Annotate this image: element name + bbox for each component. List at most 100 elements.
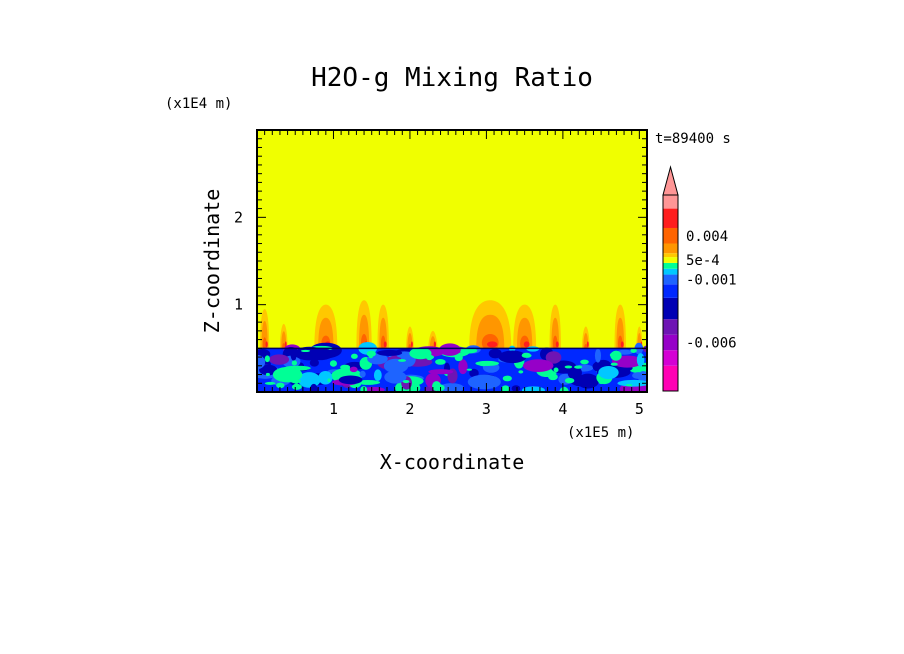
x-tick-label: 2: [405, 400, 414, 418]
plume-peak: [486, 341, 498, 348]
colorbar-swatch: [663, 243, 678, 254]
surface-cell: [564, 377, 575, 384]
x-scale-label: (x1E5 m): [567, 425, 634, 441]
surface-cell: [287, 372, 297, 378]
surface-cell: [454, 354, 463, 362]
surface-cell: [264, 381, 276, 385]
colorbar-swatch: [663, 274, 678, 285]
surface-cell: [521, 352, 531, 358]
colorbar-swatch: [663, 253, 678, 258]
surface-cell: [435, 359, 446, 365]
colorbar-swatch: [663, 257, 678, 263]
axis-ticks: 1 2 3 4 5 1 2: [234, 130, 647, 418]
surface-cell: [609, 352, 619, 358]
surface-cell: [373, 369, 382, 381]
surface-cell: [265, 372, 270, 377]
surface-cell: [376, 349, 403, 356]
colorbar: -0.006 -0.001 5e-4 0.004: [662, 165, 737, 392]
surface-cell: [625, 384, 633, 387]
surface-cell: [636, 353, 645, 367]
surface-cell: [269, 354, 290, 365]
y-scale-label: (x1E4 m): [165, 96, 232, 112]
surface-cell: [553, 367, 559, 373]
surface-cell: [338, 375, 363, 385]
colorbar-swatch: [663, 350, 678, 366]
surface-cell: [478, 361, 489, 367]
surface-cell: [521, 386, 546, 392]
colorbar-label: 5e-4: [686, 253, 720, 269]
plume-peak: [586, 341, 589, 348]
plume-peak: [433, 341, 437, 348]
y-tick-label: 1: [234, 296, 243, 314]
surface-cell: [398, 359, 407, 362]
colorbar-swatch: [663, 195, 678, 209]
plume-core: [617, 335, 623, 352]
surface-cell: [596, 359, 610, 367]
surface-cell: [366, 350, 376, 357]
surface-cell: [598, 365, 619, 380]
plume-peak: [383, 341, 387, 348]
surface-cell: [511, 385, 521, 392]
surface-cell: [290, 379, 301, 384]
colorbar-swatch: [663, 262, 678, 269]
surface-cell: [545, 351, 562, 364]
plume-core: [380, 335, 386, 352]
surface-cell: [309, 358, 319, 367]
surface-cell: [402, 379, 410, 384]
surface-cell: [384, 370, 407, 384]
plume-peak: [410, 341, 413, 348]
surface-cell: [467, 374, 501, 390]
colorbar-swatch: [663, 319, 678, 335]
surface-cell: [439, 343, 461, 356]
x-tick-label: 3: [482, 400, 491, 418]
surface-cell: [276, 382, 285, 389]
surface-cell: [300, 349, 311, 352]
time-label: t=89400 s: [655, 131, 731, 147]
surface-cell: [359, 370, 366, 378]
colorbar-swatch: [663, 208, 678, 228]
surface-cell: [559, 386, 569, 392]
plume-peak: [523, 341, 530, 348]
surface-cell: [580, 359, 589, 365]
x-axis-label: X-coordinate: [380, 450, 525, 474]
surface-cell: [327, 378, 331, 383]
surface-cell: [498, 350, 527, 364]
colorbar-label: -0.001: [686, 272, 737, 288]
plume-peak: [555, 341, 559, 348]
surface-cell: [570, 375, 596, 387]
surface-cell: [610, 362, 618, 366]
x-tick-label: 5: [635, 400, 644, 418]
colorbar-swatch: [663, 268, 678, 275]
colorbar-frame: [662, 194, 679, 392]
surface-cell: [458, 347, 478, 354]
surface-cell: [439, 383, 465, 392]
surface-cell: [594, 348, 602, 363]
plot-area: [257, 130, 647, 392]
surface-cell: [501, 385, 510, 392]
y-tick-label: 2: [234, 208, 243, 226]
colorbar-label: -0.006: [686, 335, 737, 351]
colorbar-extend-arrow: [662, 165, 679, 196]
plume-peak: [265, 341, 268, 348]
colorbar-swatch: [663, 284, 678, 298]
x-tick-label: 1: [329, 400, 338, 418]
plume-peak: [284, 341, 287, 348]
surface-cell: [518, 370, 524, 374]
colorbar-swatch: [663, 227, 678, 244]
surface-cell: [264, 355, 270, 363]
x-tick-label: 4: [558, 400, 567, 418]
surface-cell: [259, 364, 278, 376]
surface-cell: [298, 372, 321, 388]
surface-cell: [349, 366, 358, 373]
colorbar-swatch: [663, 334, 678, 351]
surface-cell: [383, 358, 409, 374]
surface-cell: [409, 347, 432, 360]
surface-cell: [632, 372, 646, 379]
surface-cell: [291, 383, 302, 390]
chart-title: H2O-g Mixing Ratio: [311, 63, 593, 93]
surface-cell: [466, 368, 472, 371]
surface-cell: [428, 369, 454, 375]
surface-cell: [329, 360, 337, 367]
colorbar-swatch: [663, 297, 678, 320]
